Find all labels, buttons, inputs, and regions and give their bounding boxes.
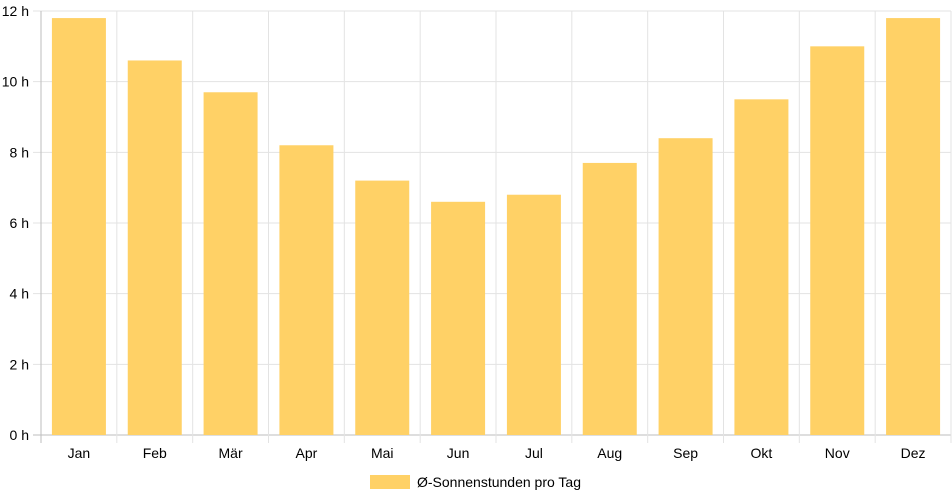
legend-label: Ø-Sonnenstunden pro Tag: [417, 474, 581, 490]
y-tick-label: 6 h: [10, 215, 29, 231]
bar-sep[interactable]: [658, 138, 713, 435]
bar-aug[interactable]: [582, 162, 637, 435]
bars: [51, 18, 941, 436]
x-tick-label: Mai: [371, 445, 394, 461]
bar-nov[interactable]: [810, 46, 865, 435]
y-tick-label: 10 h: [2, 74, 29, 90]
bar-mai[interactable]: [355, 180, 410, 435]
bar-jan[interactable]: [51, 18, 106, 436]
x-tick-label: Nov: [825, 445, 850, 461]
axes: 0 h 2 h 4 h 6 h 8 h 10 h 12 h Jan Feb Mär Apr Mai Ju…: [2, 3, 926, 461]
bar-feb[interactable]: [127, 60, 182, 435]
x-tick-label: Mär: [219, 445, 243, 461]
y-tick-label: 4 h: [10, 286, 29, 302]
x-tick-label: Sep: [673, 445, 698, 461]
bar-jun[interactable]: [431, 201, 486, 435]
y-tick-label: 0 h: [10, 427, 29, 443]
bar-mär[interactable]: [203, 92, 258, 436]
x-tick-label: Okt: [751, 445, 773, 461]
y-tick-label: 8 h: [10, 144, 29, 160]
x-tick-label: Feb: [143, 445, 167, 461]
legend[interactable]: Ø-Sonnenstunden pro Tag: [370, 474, 581, 490]
x-tick-label: Apr: [296, 445, 318, 461]
y-tick-label: 2 h: [10, 356, 29, 372]
grid-lines: [33, 10, 952, 443]
x-tick-label: Jun: [447, 445, 470, 461]
x-tick-label: Aug: [597, 445, 622, 461]
bar-dez[interactable]: [886, 18, 941, 436]
bar-jul[interactable]: [506, 194, 561, 435]
y-tick-label: 12 h: [2, 3, 29, 19]
x-tick-label: Jul: [525, 445, 543, 461]
x-tick-label: Dez: [901, 445, 926, 461]
bar-apr[interactable]: [279, 145, 334, 435]
x-tick-label: Jan: [68, 445, 91, 461]
legend-swatch: [370, 475, 410, 489]
bar-okt[interactable]: [734, 99, 789, 435]
